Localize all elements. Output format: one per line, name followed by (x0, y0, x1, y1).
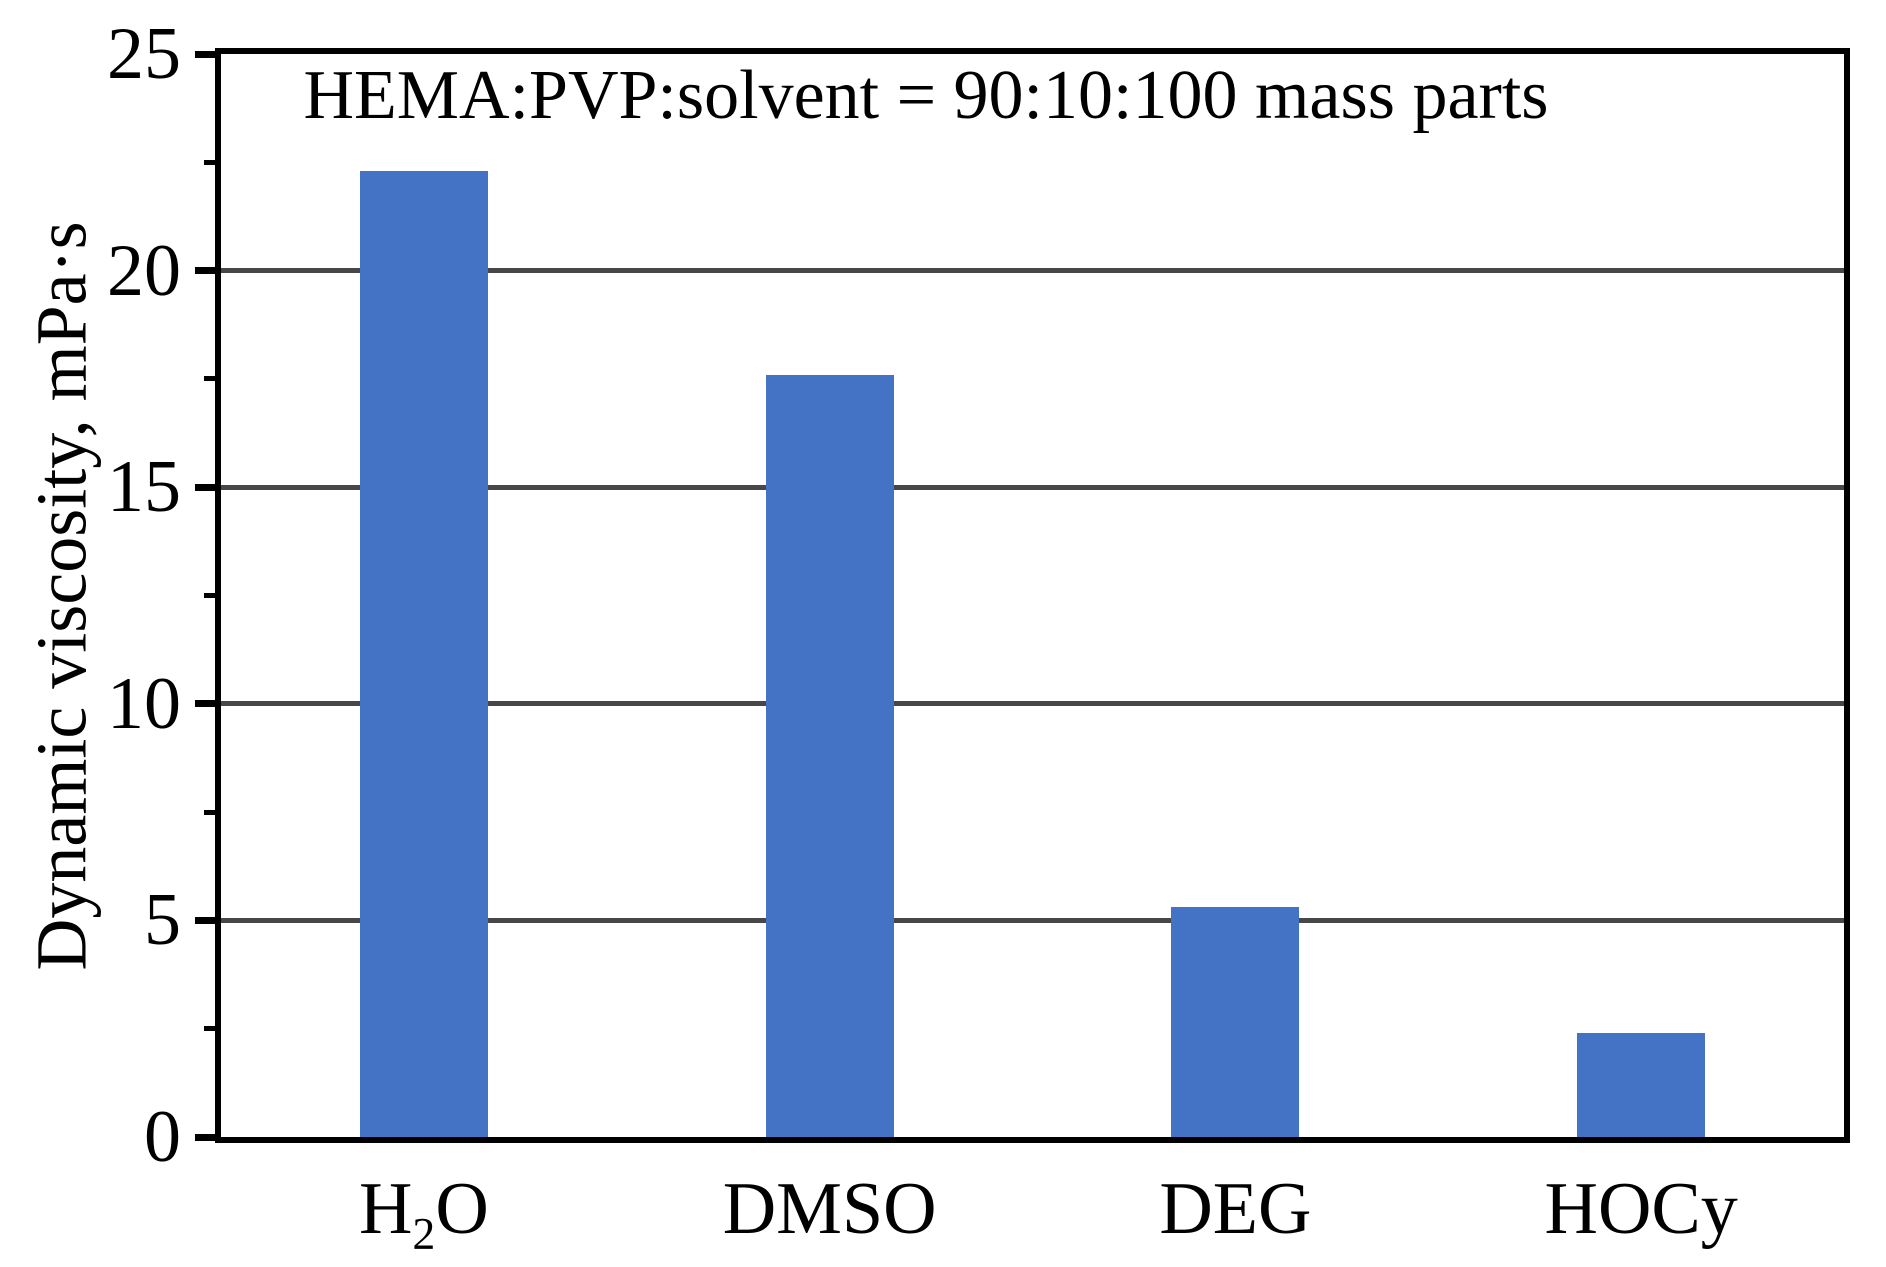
y-tick-minor-2.5 (204, 1026, 217, 1032)
y-tick-minor-17.5 (204, 376, 217, 382)
x-label-deg: DEG (1159, 1168, 1312, 1250)
y-tick-minor-7.5 (204, 809, 217, 815)
y-tick-label-5: 5 (144, 879, 181, 962)
y-tick-label-20: 20 (107, 229, 181, 312)
y-tick-major-10 (195, 700, 217, 708)
y-tick-label-15: 15 (107, 446, 181, 529)
x-label-dmso: DMSO (722, 1168, 937, 1250)
y-tick-major-15 (195, 483, 217, 491)
plot-area (215, 48, 1850, 1143)
bar-deg (1171, 907, 1300, 1137)
gridline-10 (221, 701, 1844, 707)
gridline-15 (221, 484, 1844, 490)
bar-hocy (1577, 1033, 1706, 1137)
y-tick-major-5 (195, 916, 217, 924)
y-tick-label-10: 10 (107, 662, 181, 745)
y-tick-label-25: 25 (107, 13, 181, 95)
x-label-hocy: HOCy (1544, 1168, 1738, 1250)
x-label-subscript: 2 (412, 1207, 436, 1259)
y-tick-label-0: 0 (144, 1096, 181, 1178)
bar-dmso (765, 374, 894, 1137)
y-axis-title: Dynamic viscosity, mPa·s (21, 221, 102, 971)
y-tick-major-0 (195, 1133, 217, 1141)
y-tick-minor-12.5 (204, 593, 217, 598)
x-label-h2o: H2O (358, 1168, 489, 1259)
y-tick-minor-22.5 (204, 159, 217, 165)
bar-h2o (359, 170, 488, 1137)
chart-annotation: HEMA:PVP:solvent = 90:10:100 mass parts (303, 57, 1549, 134)
y-tick-major-25 (195, 50, 217, 58)
y-tick-major-20 (195, 267, 217, 275)
gridline-5 (221, 917, 1844, 923)
gridline-20 (221, 268, 1844, 274)
